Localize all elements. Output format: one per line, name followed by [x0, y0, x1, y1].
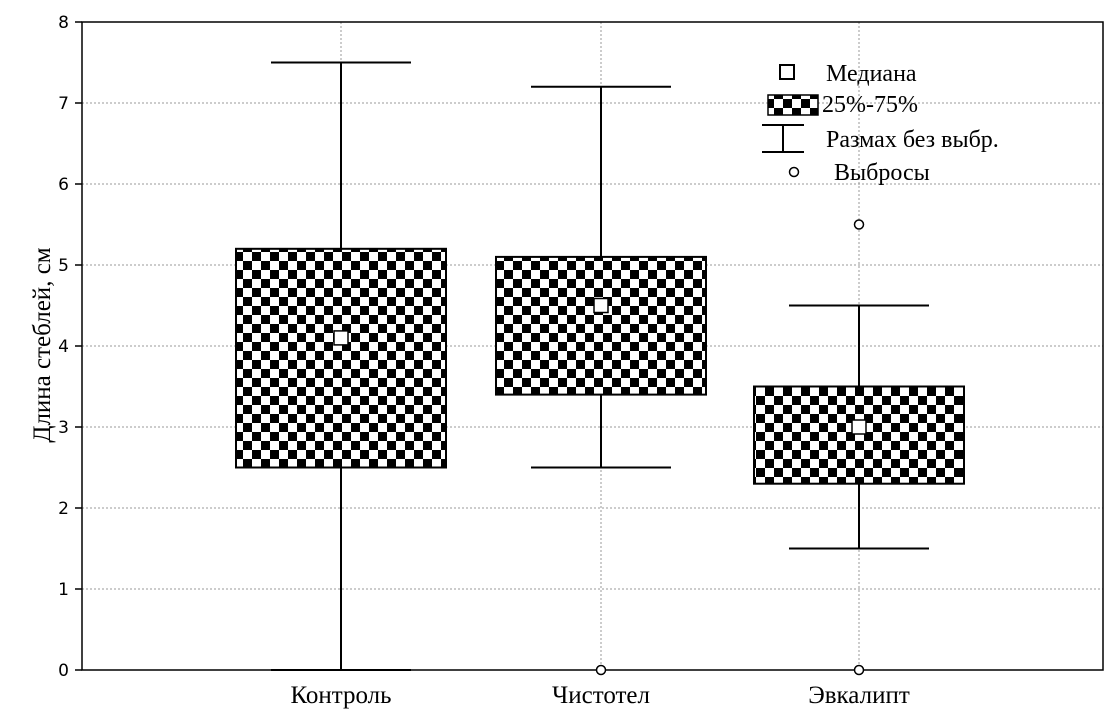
- legend-iqr-label: 25%-75%: [822, 92, 918, 118]
- median-marker: [333, 330, 349, 346]
- y-tick-label: 3: [58, 418, 69, 438]
- x-axis-labels: Контроль Чистотел Эвкалипт: [290, 682, 909, 709]
- y-tick-label: 5: [58, 256, 69, 276]
- legend-outlier-icon: [788, 166, 800, 178]
- legend-outliers-label: Выбросы: [834, 160, 930, 186]
- plot-area: [81, 21, 1104, 676]
- outlier-point: [853, 219, 865, 230]
- x-category-label: Эвкалипт: [808, 682, 910, 709]
- legend-range-icon: [762, 124, 804, 153]
- x-category-label: Чистотел: [552, 682, 650, 709]
- outlier-point: [595, 664, 607, 676]
- box-1: [235, 61, 447, 671]
- legend: Медиана 25%-75% Размах без выбр. Выбросы: [762, 61, 999, 186]
- y-axis-ticks: 0 1 2 3 4 5 6 7 8: [58, 13, 82, 681]
- y-tick-label: 1: [58, 580, 69, 600]
- y-tick-label: 6: [58, 175, 69, 195]
- y-tick-label: 2: [58, 499, 69, 519]
- legend-median-label: Медиана: [826, 61, 917, 87]
- outlier-point: [853, 664, 865, 676]
- y-tick-label: 4: [58, 337, 69, 357]
- box-3: [753, 219, 965, 676]
- iqr-box: [235, 247, 447, 469]
- legend-iqr-icon: [767, 94, 819, 116]
- y-tick-label: 0: [58, 661, 69, 681]
- legend-median-icon: [779, 64, 795, 80]
- box-2: [495, 85, 707, 676]
- median-marker: [593, 297, 609, 314]
- y-tick-label: 7: [58, 94, 69, 114]
- x-category-label: Контроль: [290, 682, 391, 709]
- iqr-box: [495, 255, 707, 396]
- median-marker: [851, 419, 867, 435]
- legend-range-label: Размах без выбр.: [826, 127, 999, 153]
- iqr-box: [753, 385, 965, 485]
- y-axis-title: Длина стеблей, см: [29, 247, 56, 442]
- y-tick-label: 8: [58, 13, 69, 33]
